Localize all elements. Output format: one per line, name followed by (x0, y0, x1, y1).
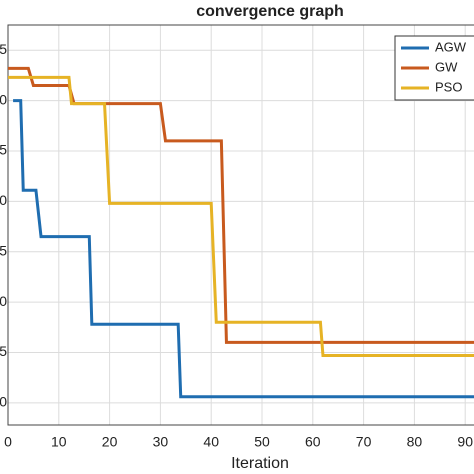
series-line (13, 99, 474, 399)
x-tick-label: 30 (153, 434, 169, 450)
x-tick-label: 80 (407, 434, 423, 450)
plot-area: AGW GW PSO (7, 24, 474, 426)
series-line (8, 75, 474, 357)
x-tick-label: 20 (102, 434, 118, 450)
x-axis-label: Iteration (231, 455, 289, 472)
x-tick-label: 40 (203, 434, 219, 450)
y-tick-label: 3.5 (0, 142, 7, 158)
y-tick-label: 4.0 (0, 91, 7, 107)
x-tick-label: 90 (457, 434, 473, 450)
legend-label: AGW (435, 39, 467, 54)
y-tick-label: 4.5 (0, 41, 7, 57)
axes-box (7, 24, 474, 426)
y-tick-label: 2.0 (0, 293, 7, 309)
legend-label: PSO (435, 79, 462, 94)
y-tick-label: 3.0 (0, 192, 7, 208)
y-tick-label: 1.5 (0, 343, 7, 359)
x-tick-label: 10 (51, 434, 67, 450)
y-tick-label: 1.0 (0, 394, 7, 410)
chart-title: convergence graph (196, 3, 344, 20)
x-tick-label: 50 (254, 434, 270, 450)
x-tick-label: 60 (305, 434, 321, 450)
y-tick-label: 2.5 (0, 242, 7, 258)
legend-label: GW (435, 59, 458, 74)
x-tick-label: 70 (356, 434, 372, 450)
x-tick-label: 0 (4, 434, 12, 450)
